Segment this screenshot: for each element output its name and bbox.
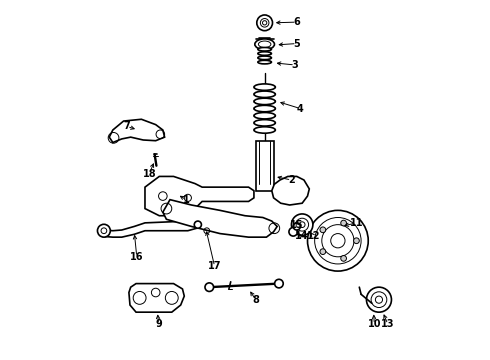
Circle shape bbox=[308, 210, 368, 271]
Circle shape bbox=[341, 220, 346, 226]
Text: 8: 8 bbox=[252, 295, 259, 305]
Ellipse shape bbox=[258, 48, 271, 51]
Text: 3: 3 bbox=[292, 60, 298, 70]
Circle shape bbox=[292, 214, 313, 235]
Text: 18: 18 bbox=[143, 168, 156, 179]
Text: 14: 14 bbox=[294, 231, 308, 242]
Circle shape bbox=[205, 283, 214, 292]
Ellipse shape bbox=[254, 105, 275, 112]
Circle shape bbox=[320, 227, 326, 233]
Text: 5: 5 bbox=[294, 39, 300, 49]
Text: 16: 16 bbox=[130, 252, 144, 262]
Polygon shape bbox=[145, 176, 254, 216]
Text: 13: 13 bbox=[381, 319, 394, 329]
Ellipse shape bbox=[254, 98, 275, 105]
Ellipse shape bbox=[258, 56, 271, 60]
Circle shape bbox=[257, 15, 272, 31]
Ellipse shape bbox=[254, 127, 275, 133]
Polygon shape bbox=[101, 221, 198, 237]
Text: 7: 7 bbox=[124, 121, 130, 131]
Text: 15: 15 bbox=[291, 220, 304, 230]
Circle shape bbox=[275, 279, 283, 288]
Ellipse shape bbox=[254, 84, 275, 90]
Polygon shape bbox=[256, 141, 273, 191]
Text: 9: 9 bbox=[155, 319, 162, 329]
Text: 10: 10 bbox=[368, 319, 381, 329]
Ellipse shape bbox=[255, 39, 274, 50]
Ellipse shape bbox=[254, 91, 275, 98]
Circle shape bbox=[293, 223, 300, 230]
Polygon shape bbox=[272, 176, 309, 205]
Ellipse shape bbox=[254, 112, 275, 119]
Circle shape bbox=[354, 238, 359, 244]
Circle shape bbox=[320, 249, 326, 255]
Ellipse shape bbox=[254, 120, 275, 126]
Text: 17: 17 bbox=[208, 261, 221, 271]
Circle shape bbox=[367, 287, 392, 312]
Polygon shape bbox=[109, 119, 165, 143]
Polygon shape bbox=[163, 200, 277, 237]
Circle shape bbox=[341, 256, 346, 261]
Text: 12: 12 bbox=[307, 231, 320, 242]
Circle shape bbox=[289, 228, 297, 236]
Text: 11: 11 bbox=[350, 218, 363, 228]
Polygon shape bbox=[129, 284, 184, 312]
Text: 6: 6 bbox=[294, 17, 300, 27]
Text: 4: 4 bbox=[297, 104, 304, 113]
Circle shape bbox=[98, 224, 110, 237]
Text: 2: 2 bbox=[288, 175, 295, 185]
Ellipse shape bbox=[258, 60, 271, 64]
Ellipse shape bbox=[258, 52, 271, 55]
Circle shape bbox=[194, 221, 201, 228]
Text: 1: 1 bbox=[183, 195, 190, 204]
